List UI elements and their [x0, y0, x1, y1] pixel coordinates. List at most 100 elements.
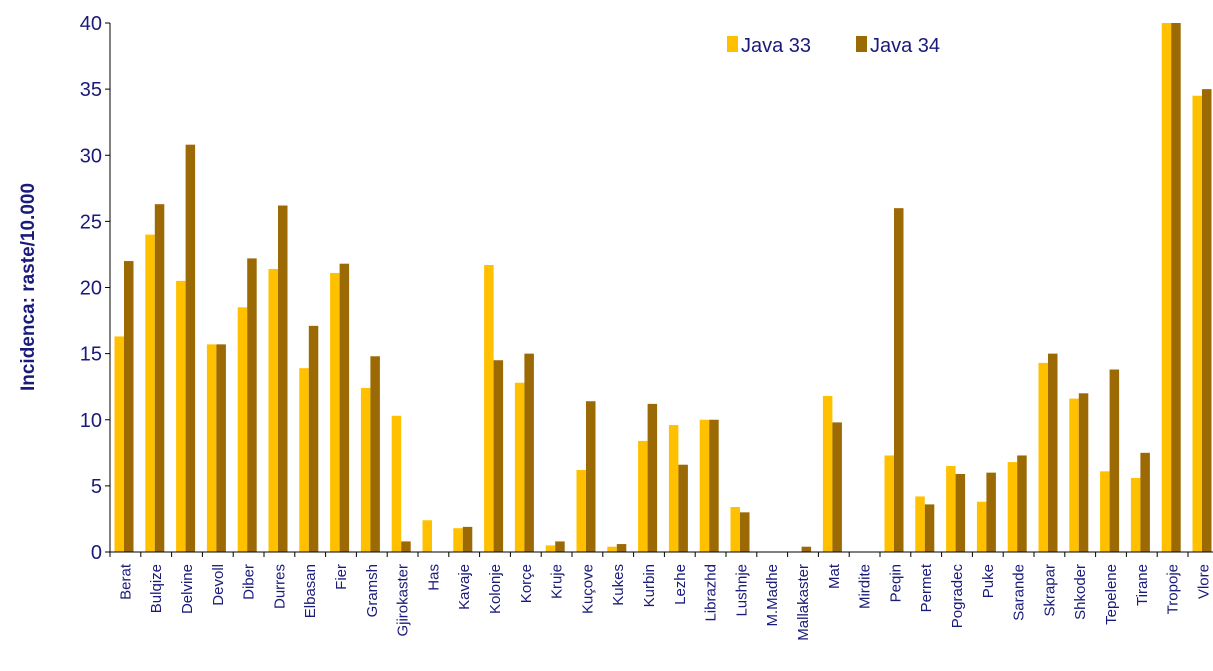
x-category-label: Fier [333, 564, 350, 590]
x-category-label: Kruje [549, 564, 566, 599]
bar-java-34-diber [247, 258, 257, 552]
bar-java-34-tepelene [1109, 369, 1120, 552]
bar-java-34-mat [832, 422, 842, 552]
bar-java-34-gjirokaster [401, 541, 411, 552]
bar-java-34-lezhe [678, 464, 688, 552]
bar-java-33-kor-e [514, 382, 525, 552]
x-category-label: Permet [918, 563, 935, 612]
x-category-label: Sarande [1011, 564, 1028, 621]
bar-java-34-kavaje [462, 526, 473, 552]
bar-java-34-kukes [616, 544, 627, 552]
bar-java-34-tirane [1140, 452, 1150, 552]
y-tick-label: 25 [80, 211, 102, 233]
bar-java-33-pogradec [946, 466, 956, 552]
bar-java-34-skrapar [1048, 353, 1058, 552]
bar-java-34-vlore [1202, 89, 1212, 552]
bar-java-33-lushnje [730, 507, 740, 552]
bar-java-33-tepelene [1100, 471, 1110, 552]
bar-java-33-vlore [1192, 95, 1202, 553]
x-category-label: Korçe [518, 564, 535, 603]
x-category-label: Delvine [179, 564, 196, 614]
bar-java-33-peqin [884, 455, 894, 552]
bar-java-34-shkoder [1078, 393, 1089, 552]
x-category-label: Tirane [1134, 564, 1151, 606]
legend: Java 33 Java 34 [727, 35, 940, 57]
y-tick-label: 5 [91, 476, 102, 498]
x-category-label: Puke [980, 564, 997, 598]
bar-java-33-kavaje [453, 528, 463, 552]
bar-java-34-kor-e [524, 353, 534, 552]
bar-java-33-berat [114, 336, 124, 552]
bar-java-33-ku-ove [576, 470, 586, 552]
y-axis-title: Incidenca: raste/10.000 [18, 183, 39, 391]
bar-java-33-kolonje [484, 265, 494, 552]
bar-java-34-fier [339, 263, 350, 552]
bar-java-33-devoll [206, 344, 217, 552]
x-category-label: Kukes [610, 564, 627, 606]
bar-java-33-tirane [1130, 477, 1141, 552]
y-tick-label: 0 [91, 542, 102, 564]
x-category-label: Berat [117, 563, 134, 600]
bar-java-33-permet [915, 496, 925, 552]
x-category-label: Vlore [1195, 564, 1212, 599]
x-category-label: Peqin [887, 564, 904, 602]
bar-java-33-kukes [607, 546, 617, 552]
x-category-label: Lezhe [672, 564, 689, 605]
bar-java-34-permet [924, 504, 935, 552]
bar-java-33-gramsh [360, 388, 371, 552]
bar-java-33-lezhe [668, 425, 679, 552]
legend-swatch [856, 36, 867, 52]
x-category-label: Has [425, 564, 442, 591]
y-axis: 0 5 10 15 20 25 30 35 40 [80, 13, 111, 564]
bar-java-33-durres [268, 268, 278, 552]
x-category-label: Elbasan [302, 564, 319, 618]
bar-java-33-kurbin [638, 440, 648, 552]
bar-java-33-has [422, 520, 432, 552]
x-category-label: Durres [271, 564, 288, 609]
legend-label: Java 34 [870, 35, 940, 57]
y-tick-label: 30 [80, 145, 102, 167]
x-category-label: Kolonje [487, 564, 504, 614]
x-category-label: Kurbin [641, 564, 658, 607]
bar-java-34-kolonje [493, 360, 504, 552]
bar-java-34-puke [986, 472, 996, 552]
x-category-label: Devoll [210, 564, 227, 606]
y-tick-label: 10 [80, 410, 102, 432]
bar-java-34-kurbin [647, 403, 658, 552]
bars [114, 23, 1212, 553]
y-tick-label: 35 [80, 79, 102, 101]
bar-java-33-librazhd [699, 419, 710, 552]
bar-java-34-tropoje [1171, 23, 1181, 552]
x-category-label: Kavaje [456, 564, 473, 610]
bar-java-34-elbasan [308, 325, 319, 552]
bar-java-34-kruje [555, 541, 565, 552]
x-category-label: Mallakaster [795, 564, 812, 641]
bar-java-33-tropoje [1161, 23, 1172, 552]
bar-java-34-sarande [1017, 455, 1027, 552]
bar-java-34-gramsh [370, 356, 380, 552]
y-tick-label: 20 [80, 278, 102, 300]
bar-java-33-kruje [545, 545, 556, 552]
bar-java-33-sarande [1007, 462, 1018, 552]
bar-java-34-durres [278, 205, 288, 552]
x-category-label: Tropoje [1165, 564, 1182, 614]
x-category-label: Mat [826, 563, 843, 589]
x-category-label: Lushnje [733, 564, 750, 617]
bar-java-34-librazhd [709, 419, 719, 552]
x-category-label: M.Madhe [764, 564, 781, 627]
bar-java-34-pogradec [955, 473, 966, 552]
y-tick-label: 15 [80, 344, 102, 366]
x-category-label: Gjirokaster [395, 564, 412, 637]
bar-java-34-lushnje [740, 512, 750, 552]
bar-java-33-skrapar [1038, 362, 1048, 552]
bar-java-33-shkoder [1069, 398, 1079, 552]
bar-java-33-puke [976, 501, 987, 552]
bar-java-34-mallakaster [801, 546, 812, 552]
x-category-label: Shkoder [1072, 564, 1089, 620]
bar-java-34-bulqize [154, 204, 165, 552]
bar-java-33-bulqize [145, 234, 155, 552]
bar-java-33-delvine [176, 280, 186, 552]
x-category-label: Skrapar [1041, 564, 1058, 617]
bar-java-33-elbasan [299, 368, 309, 552]
